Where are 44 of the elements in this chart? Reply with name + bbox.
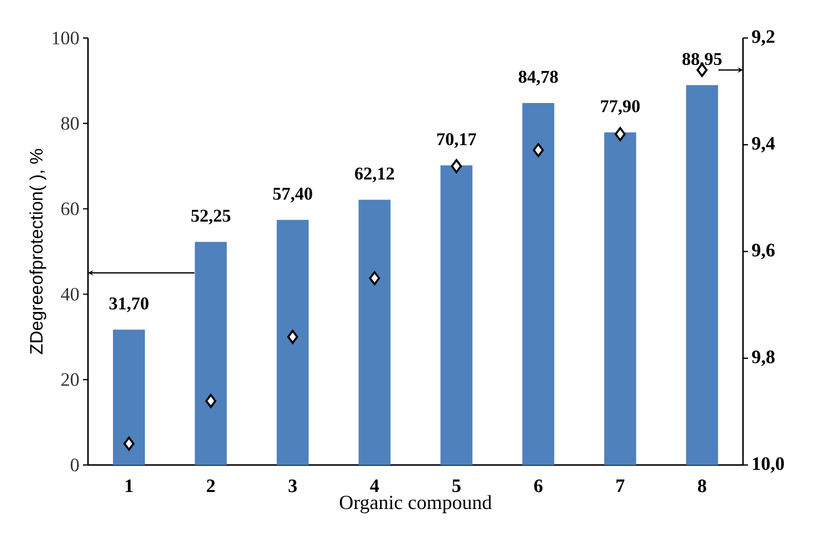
y2-tick-label: 9,8 xyxy=(752,350,775,366)
point xyxy=(614,127,626,142)
data-label: 31,70 xyxy=(109,297,148,312)
point xyxy=(287,330,298,344)
bar xyxy=(194,242,227,465)
bar xyxy=(604,132,636,465)
x-axis-title: Organic compound xyxy=(340,495,492,514)
data-label: 88,95 xyxy=(682,52,722,68)
x-tick-label: 3 xyxy=(288,480,297,492)
bar xyxy=(522,102,554,465)
bar xyxy=(440,165,472,465)
point xyxy=(369,271,380,286)
bar xyxy=(358,200,391,465)
y-tick-label: 100 xyxy=(52,32,79,44)
y2-tick-label: 9,2 xyxy=(752,30,774,46)
y-tick-label: 40 xyxy=(60,288,79,301)
point xyxy=(205,394,216,408)
x-tick-label: 1 xyxy=(126,480,133,492)
data-label: 52,25 xyxy=(191,210,230,224)
y-tick-label: 60 xyxy=(61,202,79,216)
bar xyxy=(686,85,718,465)
x-tick-label: 7 xyxy=(616,480,624,492)
y-axis-title: ZDegreeofprotection( ), % xyxy=(30,149,46,354)
data-label: 70,17 xyxy=(437,133,476,148)
point xyxy=(532,143,544,158)
point xyxy=(123,436,134,451)
x-tick-label: 8 xyxy=(698,480,706,492)
y2-tick-label: 10,0 xyxy=(753,457,784,473)
x-tick-label: 6 xyxy=(534,480,542,492)
data-label: 84,78 xyxy=(518,70,558,86)
y-tick-label: 0 xyxy=(70,458,79,472)
y2-tick-label: 9,4 xyxy=(752,137,775,152)
x-tick-label: 2 xyxy=(206,480,215,492)
data-label: 62,12 xyxy=(354,168,394,182)
bar xyxy=(112,330,145,465)
y-tick-label: 80 xyxy=(61,117,79,130)
data-label: 77,90 xyxy=(601,100,640,115)
point xyxy=(450,159,462,174)
data-label: 57,40 xyxy=(273,188,312,202)
x-tick-label: 5 xyxy=(452,480,460,492)
bar xyxy=(276,220,309,465)
x-tick-label: 4 xyxy=(370,480,379,492)
y-tick-label: 20 xyxy=(61,373,79,386)
y2-tick-label: 9,6 xyxy=(752,244,775,260)
